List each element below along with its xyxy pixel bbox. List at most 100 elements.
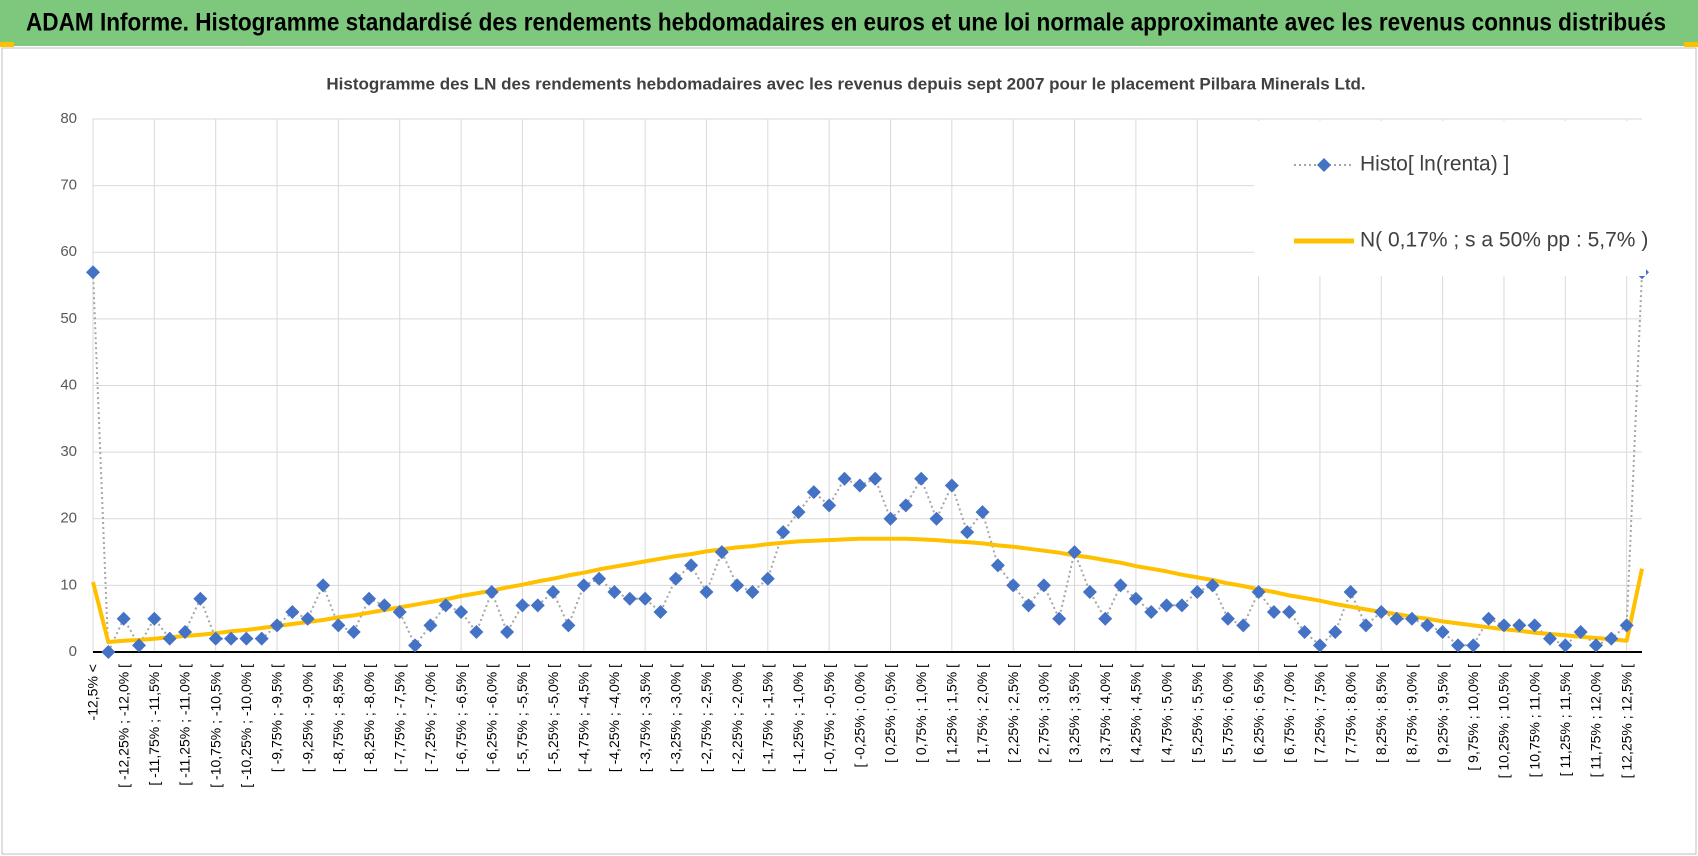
header-band bbox=[0, 0, 1698, 46]
data-point bbox=[1067, 545, 1082, 560]
x-tick-label: [ 0,25% ; 0,5% [ bbox=[882, 664, 898, 763]
data-point bbox=[684, 558, 699, 573]
legend-box bbox=[1254, 121, 1646, 276]
x-tick-label: [ -7,75% ; -7,5% [ bbox=[391, 664, 407, 772]
data-point bbox=[1343, 585, 1358, 600]
chart-title: Histogramme des LN des rendements hebdom… bbox=[326, 74, 1365, 93]
data-point bbox=[254, 631, 269, 646]
x-tick-label: [ -10,75% ; -10,5% [ bbox=[207, 664, 223, 788]
data-point bbox=[1174, 598, 1189, 613]
data-point bbox=[592, 571, 607, 586]
data-point bbox=[1588, 638, 1603, 653]
data-point bbox=[300, 611, 315, 626]
data-point bbox=[1052, 611, 1067, 626]
x-tick-label: [ -6,25% ; -6,0% [ bbox=[483, 664, 499, 772]
data-point bbox=[929, 511, 944, 526]
data-point bbox=[1251, 585, 1266, 600]
x-tick-label: [ -9,25% ; -9,0% [ bbox=[299, 664, 315, 772]
data-point bbox=[1190, 585, 1205, 600]
data-point bbox=[1496, 618, 1511, 633]
data-point bbox=[1450, 638, 1465, 653]
data-point bbox=[960, 525, 975, 540]
data-point bbox=[1159, 598, 1174, 613]
corner-accent bbox=[1684, 42, 1698, 47]
x-tick-label: [ -3,75% ; -3,5% [ bbox=[637, 664, 653, 772]
data-point bbox=[116, 611, 131, 626]
data-point bbox=[469, 625, 484, 640]
data-point bbox=[868, 471, 883, 486]
data-point bbox=[1220, 611, 1235, 626]
x-tick-label: [ -7,25% ; -7,0% [ bbox=[422, 664, 438, 772]
x-tick-label: [ -5,75% ; -5,5% [ bbox=[514, 664, 530, 772]
data-point bbox=[500, 625, 515, 640]
x-tick-label: [ -11,25% ; -11,0% [ bbox=[177, 664, 193, 786]
x-tick-label: [ 10,75% ; 11,0% [ bbox=[1526, 664, 1542, 777]
data-point bbox=[822, 498, 837, 513]
data-point bbox=[1358, 618, 1373, 633]
x-tick-label: [ 5,25% ; 5,5% [ bbox=[1189, 664, 1205, 763]
y-tick-label: 0 bbox=[69, 643, 77, 660]
data-point bbox=[1374, 605, 1389, 620]
legend-marker bbox=[1317, 158, 1331, 172]
data-point bbox=[1205, 578, 1220, 593]
header-title: ADAM Informe. Histogramme standardisé de… bbox=[26, 9, 1666, 37]
data-point bbox=[454, 605, 469, 620]
data-point bbox=[944, 478, 959, 493]
data-point bbox=[1098, 611, 1113, 626]
x-tick-label: [ -9,75% ; -9,5% [ bbox=[269, 664, 285, 772]
chart-frame bbox=[1, 47, 1697, 855]
data-point bbox=[208, 631, 223, 646]
x-tick-label: [ 11,75% ; 12,0% [ bbox=[1588, 664, 1604, 777]
data-point bbox=[1604, 631, 1619, 646]
x-tick-label: [ -3,25% ; -3,0% [ bbox=[667, 664, 683, 772]
x-tick-label: [ 0,75% ; 1,0% [ bbox=[913, 664, 929, 763]
data-point bbox=[1036, 578, 1051, 593]
data-point bbox=[1006, 578, 1021, 593]
data-point bbox=[653, 605, 668, 620]
x-tick-label: [ 7,25% ; 7,5% [ bbox=[1312, 664, 1328, 763]
data-point bbox=[484, 585, 499, 600]
data-point bbox=[423, 618, 438, 633]
data-point bbox=[898, 498, 913, 513]
x-tick-label: [ 10,25% ; 10,5% [ bbox=[1496, 664, 1512, 779]
data-point bbox=[730, 578, 745, 593]
data-point bbox=[1144, 605, 1159, 620]
data-point bbox=[1328, 625, 1343, 640]
x-tick-label: [ 6,75% ; 7,0% [ bbox=[1281, 664, 1297, 763]
x-tick-label: [ 8,75% ; 9,0% [ bbox=[1404, 664, 1420, 763]
data-point bbox=[1435, 625, 1450, 640]
data-point bbox=[837, 471, 852, 486]
data-point bbox=[1619, 618, 1634, 633]
data-point bbox=[1266, 605, 1281, 620]
series-line bbox=[92, 272, 1643, 653]
data-point bbox=[392, 605, 407, 620]
legend-label: Histo[ ln(renta) ] bbox=[1360, 153, 1509, 176]
x-tick-label: [ 3,75% ; 4,0% [ bbox=[1097, 664, 1113, 763]
data-point bbox=[530, 598, 545, 613]
data-point bbox=[607, 585, 622, 600]
y-tick-label: 40 bbox=[60, 376, 77, 393]
data-point bbox=[1573, 625, 1588, 640]
data-point bbox=[852, 478, 867, 493]
data-point bbox=[331, 618, 346, 633]
x-tick-label: [ -1,25% ; -1,0% [ bbox=[790, 664, 806, 772]
data-point bbox=[806, 485, 821, 500]
data-point bbox=[147, 611, 162, 626]
x-tick-label: [ 2,75% ; 3,0% [ bbox=[1036, 664, 1052, 763]
data-point bbox=[561, 618, 576, 633]
data-point bbox=[377, 598, 392, 613]
data-point bbox=[515, 598, 530, 613]
y-tick-label: 10 bbox=[60, 576, 77, 593]
y-tick-label: 20 bbox=[60, 510, 77, 527]
data-point bbox=[1404, 611, 1419, 626]
data-point bbox=[316, 578, 331, 593]
y-tick-label: 50 bbox=[60, 310, 77, 327]
x-tick-label: [ -4,25% ; -4,0% [ bbox=[606, 664, 622, 772]
x-tick-label: [ 5,75% ; 6,0% [ bbox=[1220, 664, 1236, 763]
data-point bbox=[1297, 625, 1312, 640]
x-tick-label: [ 9,75% ; 10,0% [ bbox=[1465, 664, 1481, 771]
data-point bbox=[270, 618, 285, 633]
x-tick-label: [ 3,25% ; 3,5% [ bbox=[1066, 664, 1082, 763]
